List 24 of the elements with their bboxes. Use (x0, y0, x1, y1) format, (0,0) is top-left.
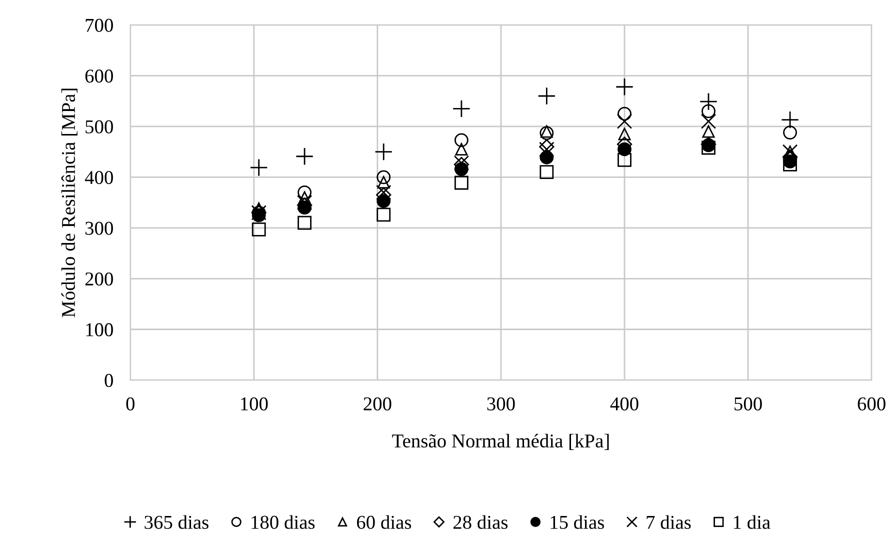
legend-label: 15 dias (550, 515, 604, 529)
legend-label: 7 dias (646, 515, 691, 529)
y-tick-label: 600 (85, 70, 113, 83)
y-tick-label: 300 (85, 222, 113, 235)
legend-label: 28 dias (453, 515, 508, 529)
y-tick-label: 200 (85, 272, 113, 286)
legend-label: 365 dias (144, 515, 208, 529)
legend-label: 1 dia (734, 515, 770, 529)
x-tick-label: 200 (364, 397, 392, 410)
y-tick-label: 0 (104, 374, 113, 388)
y-tick-label: 400 (84, 170, 113, 184)
x-axis-title: Tensão Normal média [kPa] (392, 434, 609, 450)
y-axis-title: Módulo de Resiliência [MPa] (61, 88, 78, 318)
y-tick-label: 100 (86, 323, 113, 336)
legend-label: 180 dias (252, 515, 315, 529)
x-tick-label: 100 (241, 397, 268, 410)
legend-label: 60 dias (356, 515, 412, 529)
x-tick-label: 600 (858, 397, 886, 410)
x-tick-label: 300 (487, 397, 515, 410)
y-tick-label: 700 (86, 18, 113, 32)
x-tick-label: 500 (734, 397, 762, 410)
x-tick-label: 0 (126, 397, 134, 410)
y-tick-label: 500 (86, 120, 113, 134)
x-tick-label: 400 (610, 397, 638, 410)
